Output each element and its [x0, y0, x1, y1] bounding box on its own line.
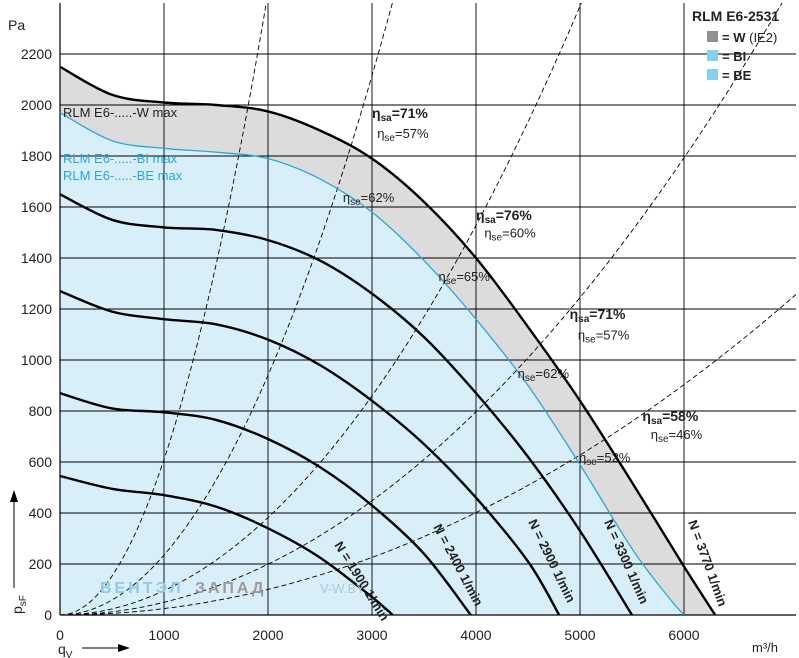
- w-max-label: RLM E6-.....-W max: [63, 105, 178, 120]
- eta-sa-label-1: ηsa=71%: [372, 105, 428, 124]
- y-tick-0: 0: [44, 607, 52, 623]
- y-tick-2200: 2200: [21, 46, 52, 62]
- y-label: psF: [9, 595, 29, 614]
- x-tick-1000: 1000: [148, 627, 179, 643]
- be-max-label: RLM E6-.....-BE max: [63, 168, 183, 183]
- eta-se-label-2: ηse=60%: [484, 226, 536, 244]
- watermark-part3: V-W.BY: [320, 581, 365, 596]
- x-tick-2000: 2000: [252, 627, 283, 643]
- x-tick-5000: 5000: [564, 627, 595, 643]
- legend-swatch-bi: [707, 50, 718, 61]
- system-curve-5: [60, 293, 796, 615]
- x-tick-4000: 4000: [460, 627, 491, 643]
- y-tick-1200: 1200: [21, 301, 52, 317]
- b-max-line: [60, 112, 685, 615]
- rpm-curves: [60, 65, 717, 615]
- rpm-curve-1: [60, 474, 394, 615]
- y-tick-400: 400: [29, 505, 53, 521]
- watermark-part2: ЗАПАД: [195, 580, 266, 597]
- y-tick-200: 200: [29, 556, 53, 572]
- y-tick-1000: 1000: [21, 352, 52, 368]
- legend-swatch-be: [707, 69, 718, 80]
- legend-swatch-w: [707, 31, 718, 42]
- y-axis-label: psF: [9, 490, 29, 614]
- rpm-curve-3: [60, 289, 561, 615]
- eta-se-labels: ηse=57% ηse=60% ηse=57% ηse=46% ηse=62% ηse=6…: [343, 126, 703, 468]
- y-tick-1800: 1800: [21, 148, 52, 164]
- x-axis-label: qV: [58, 641, 130, 658]
- eta-sa-label-2: ηsa=76%: [476, 207, 532, 226]
- x-tick-labels: 0 1000 2000 3000 4000 5000 6000: [56, 627, 700, 643]
- watermark-part1: ВЕНТЭЛ: [100, 580, 184, 597]
- y-arrow-head: [10, 490, 18, 502]
- system-curve-1: [60, 3, 267, 615]
- eta-se-label-4: ηse=46%: [651, 427, 703, 445]
- y-tick-1600: 1600: [21, 199, 52, 215]
- watermark: ВЕНТЭЛ ЗАПАД V-W.BY: [100, 580, 365, 597]
- eta-se-label-1: ηse=57%: [377, 126, 429, 144]
- eta-se-label-7: ηse=62%: [518, 366, 570, 384]
- rpm-curve-4: [60, 193, 634, 615]
- eta-se-label-6: ηse=65%: [439, 269, 491, 287]
- y-tick-600: 600: [29, 454, 53, 470]
- x-unit: m³/h: [752, 640, 778, 655]
- x-tick-3000: 3000: [356, 627, 387, 643]
- grid: [60, 3, 796, 615]
- system-curves: [60, 3, 796, 615]
- chart-title: RLM E6-2531: [692, 8, 779, 24]
- legend: RLM E6-2531 = W (IE2) = BI = BE: [692, 8, 779, 83]
- eta-sa-label-4: ηsa=58%: [642, 408, 698, 427]
- y-unit: Pa: [8, 17, 25, 33]
- y-tick-800: 800: [29, 403, 53, 419]
- eta-sa-labels: ηsa=71% ηsa=76% ηsa=71% ηsa=58%: [372, 105, 699, 427]
- x-tick-0: 0: [56, 627, 64, 643]
- legend-label-w: = W (IE2): [722, 30, 777, 45]
- y-tick-labels: 0 200 400 600 800 1000 1200 1400 1600 1800 2000 220…: [21, 46, 52, 623]
- axes-frame: [59, 3, 796, 616]
- eta-se-label-5: ηse=62%: [343, 190, 395, 208]
- eta-se-label-8: ηse=52%: [579, 450, 631, 468]
- system-curve-2: [60, 3, 393, 615]
- eta-se-label-3: ηse=57%: [578, 328, 630, 346]
- rpm-curve-2: [60, 391, 472, 615]
- rpm-curve-5: [60, 65, 717, 615]
- eta-sa-label-3: ηsa=71%: [570, 306, 626, 325]
- system-curve-4: [60, 3, 783, 615]
- x-label: qV: [58, 641, 73, 658]
- x-arrow-head: [118, 644, 130, 652]
- y-tick-2000: 2000: [21, 97, 52, 113]
- bi-max-label: RLM E6-.....-BI max: [63, 151, 178, 166]
- system-curve-3: [60, 3, 582, 615]
- b-max-curve: [60, 112, 685, 615]
- legend-label-bi: = BI: [722, 49, 746, 64]
- y-tick-1400: 1400: [21, 250, 52, 266]
- x-tick-6000: 6000: [668, 627, 699, 643]
- legend-label-be: = BE: [722, 68, 752, 83]
